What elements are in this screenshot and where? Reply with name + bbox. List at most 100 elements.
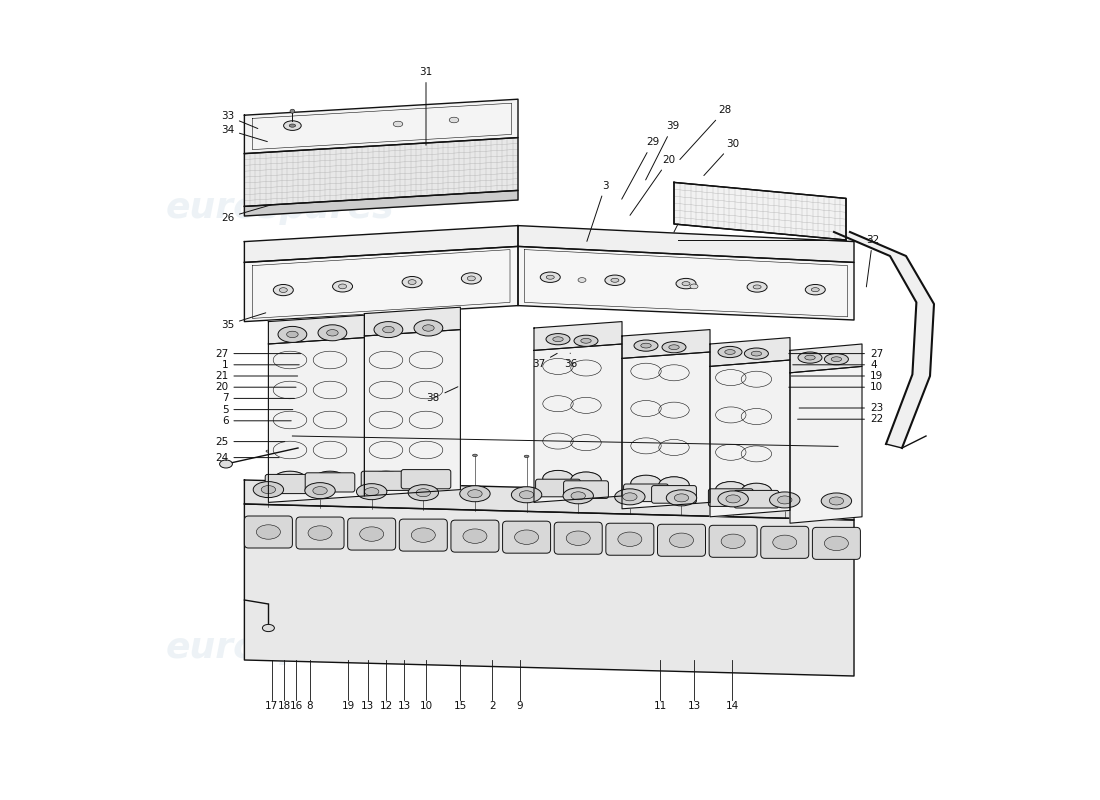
Ellipse shape [716, 482, 746, 498]
Text: 9: 9 [516, 701, 522, 710]
FancyBboxPatch shape [710, 526, 757, 558]
Text: 34: 34 [221, 125, 267, 142]
Text: 31: 31 [419, 67, 432, 146]
Polygon shape [834, 232, 934, 448]
Text: 30: 30 [704, 139, 739, 175]
Text: eurospares: eurospares [166, 191, 395, 225]
Ellipse shape [770, 492, 800, 508]
Text: 6: 6 [222, 416, 292, 426]
Ellipse shape [641, 343, 651, 348]
Polygon shape [518, 246, 854, 320]
FancyBboxPatch shape [265, 474, 315, 494]
Text: 7: 7 [222, 394, 295, 403]
Ellipse shape [829, 497, 844, 505]
Ellipse shape [253, 482, 284, 498]
Ellipse shape [812, 288, 820, 292]
Ellipse shape [393, 122, 403, 126]
FancyBboxPatch shape [708, 489, 754, 506]
Text: 29: 29 [621, 138, 659, 199]
Text: 5: 5 [222, 405, 293, 414]
Text: 10: 10 [419, 701, 432, 710]
Text: 10: 10 [789, 382, 883, 392]
Ellipse shape [540, 272, 560, 282]
Text: 27: 27 [789, 349, 883, 358]
Text: 20: 20 [216, 382, 296, 392]
FancyBboxPatch shape [606, 523, 653, 555]
Ellipse shape [263, 624, 274, 632]
FancyBboxPatch shape [296, 517, 344, 549]
FancyBboxPatch shape [503, 521, 551, 553]
Ellipse shape [751, 351, 761, 356]
Ellipse shape [747, 282, 767, 292]
Text: 33: 33 [221, 111, 257, 129]
Text: 15: 15 [454, 701, 467, 710]
Ellipse shape [682, 282, 690, 286]
Ellipse shape [408, 280, 416, 285]
Text: 26: 26 [221, 205, 272, 222]
Polygon shape [790, 344, 862, 373]
Ellipse shape [718, 346, 743, 358]
Ellipse shape [667, 490, 696, 506]
Polygon shape [621, 352, 710, 509]
Ellipse shape [360, 527, 384, 542]
Ellipse shape [782, 460, 788, 462]
Ellipse shape [674, 494, 689, 502]
FancyBboxPatch shape [361, 471, 410, 490]
Polygon shape [244, 138, 518, 206]
Text: eurospares: eurospares [166, 631, 395, 665]
FancyBboxPatch shape [761, 526, 808, 558]
Text: 13: 13 [361, 701, 374, 710]
Ellipse shape [745, 348, 769, 359]
Polygon shape [790, 366, 862, 523]
Polygon shape [268, 338, 364, 502]
Ellipse shape [805, 285, 825, 295]
Ellipse shape [422, 325, 435, 331]
Ellipse shape [383, 326, 394, 333]
Ellipse shape [463, 529, 487, 543]
Ellipse shape [370, 471, 403, 489]
Ellipse shape [403, 277, 422, 288]
Ellipse shape [515, 530, 539, 544]
Ellipse shape [634, 340, 658, 351]
Text: 2: 2 [490, 701, 496, 710]
Text: 20: 20 [630, 155, 675, 215]
FancyBboxPatch shape [348, 518, 396, 550]
FancyBboxPatch shape [658, 524, 705, 556]
Ellipse shape [662, 342, 686, 353]
Ellipse shape [690, 284, 698, 289]
Ellipse shape [725, 350, 735, 354]
Ellipse shape [832, 357, 842, 362]
Ellipse shape [512, 486, 542, 502]
Polygon shape [364, 307, 461, 336]
Polygon shape [244, 480, 854, 520]
Text: 13: 13 [398, 701, 411, 710]
Text: 35: 35 [221, 313, 266, 330]
Ellipse shape [364, 488, 378, 496]
Ellipse shape [822, 493, 851, 509]
Polygon shape [534, 322, 622, 350]
Polygon shape [244, 246, 518, 322]
Ellipse shape [318, 451, 322, 454]
FancyBboxPatch shape [402, 470, 451, 489]
Ellipse shape [741, 483, 771, 499]
Polygon shape [674, 182, 846, 240]
Ellipse shape [414, 320, 443, 336]
Ellipse shape [374, 322, 403, 338]
Ellipse shape [416, 489, 430, 497]
Ellipse shape [773, 535, 796, 550]
Ellipse shape [409, 471, 443, 489]
Polygon shape [518, 226, 854, 262]
Ellipse shape [314, 471, 346, 489]
Text: 3: 3 [587, 181, 608, 242]
Text: 13: 13 [688, 701, 701, 710]
FancyBboxPatch shape [536, 479, 581, 497]
Ellipse shape [421, 453, 426, 455]
Ellipse shape [273, 471, 307, 489]
Ellipse shape [676, 278, 696, 289]
Ellipse shape [468, 490, 482, 498]
Ellipse shape [679, 458, 684, 461]
Polygon shape [244, 190, 518, 216]
Ellipse shape [327, 330, 338, 336]
Ellipse shape [824, 354, 848, 365]
Text: 18: 18 [278, 701, 292, 710]
